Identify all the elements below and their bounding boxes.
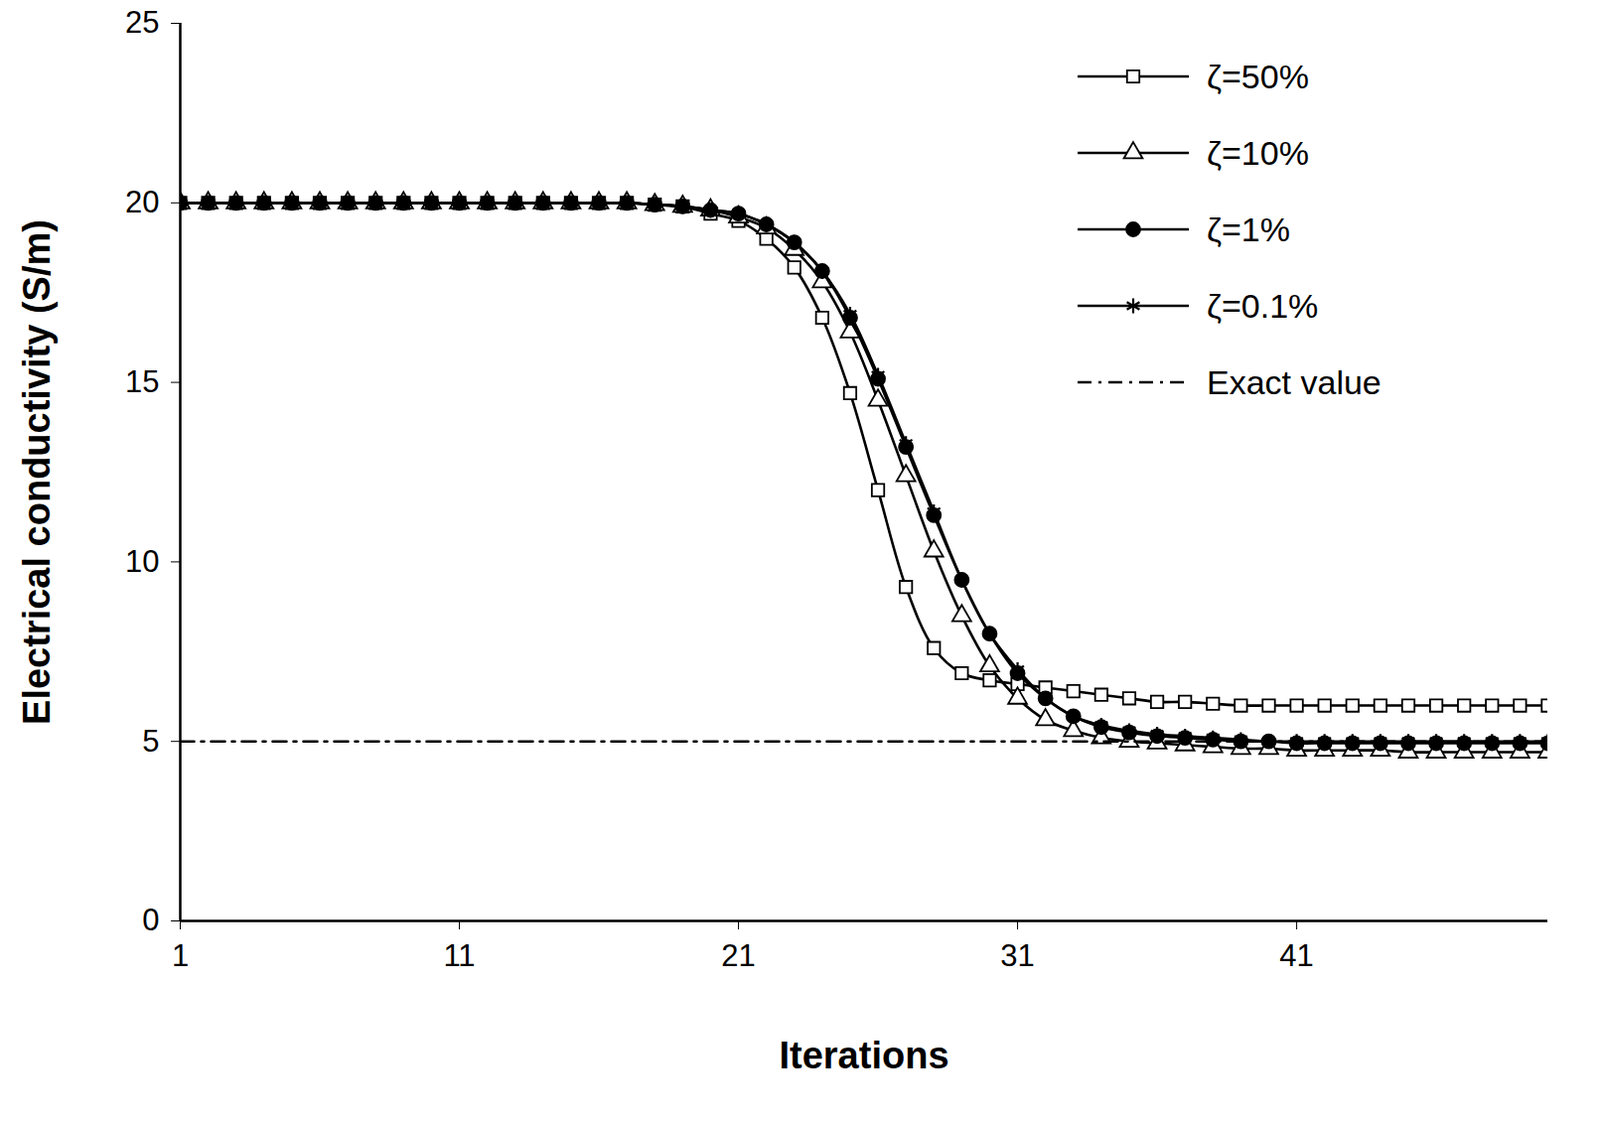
- svg-text:21: 21: [721, 938, 755, 974]
- svg-text:ζ=50%: ζ=50%: [1206, 57, 1310, 96]
- svg-text:Exact value: Exact value: [1206, 363, 1382, 402]
- svg-text:Electrical conductivity (S/m): Electrical conductivity (S/m): [15, 219, 58, 726]
- svg-text:11: 11: [442, 938, 475, 974]
- svg-text:5: 5: [142, 724, 159, 759]
- svg-text:20: 20: [125, 184, 159, 220]
- svg-text:10: 10: [125, 544, 159, 580]
- svg-text:41: 41: [1279, 938, 1313, 974]
- svg-text:Iterations: Iterations: [778, 1034, 949, 1077]
- svg-text:ζ=10%: ζ=10%: [1206, 134, 1310, 172]
- svg-text:0: 0: [142, 902, 159, 938]
- svg-text:1: 1: [171, 938, 189, 974]
- svg-text:ζ=0.1%: ζ=0.1%: [1206, 287, 1318, 325]
- svg-text:25: 25: [125, 4, 159, 40]
- svg-text:31: 31: [1000, 938, 1034, 974]
- svg-text:15: 15: [125, 364, 159, 400]
- svg-text:ζ=1%: ζ=1%: [1206, 210, 1291, 249]
